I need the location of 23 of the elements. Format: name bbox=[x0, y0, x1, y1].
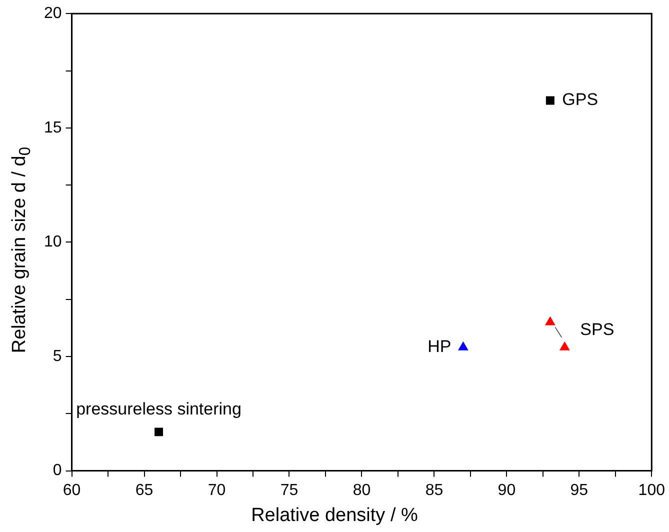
x-tick-label: 70 bbox=[208, 482, 226, 499]
x-tick-label: 80 bbox=[352, 482, 371, 499]
series-label: HP bbox=[428, 337, 452, 356]
x-tick-label: 75 bbox=[280, 482, 298, 499]
series-label: pressureless sintering bbox=[76, 400, 242, 419]
x-tick-label: 60 bbox=[62, 482, 81, 499]
x-axis-title: Relative density / % bbox=[250, 505, 419, 527]
point bbox=[544, 316, 556, 326]
y-tick-label: 10 bbox=[44, 234, 62, 251]
point bbox=[458, 341, 468, 350]
y-tick-label: 20 bbox=[44, 5, 62, 22]
x-tick-label: 85 bbox=[425, 482, 444, 499]
series-label: GPS bbox=[562, 90, 598, 110]
point bbox=[546, 96, 554, 105]
x-tick-label: 100 bbox=[638, 482, 666, 499]
x-tick-label: 95 bbox=[570, 482, 588, 499]
y-tick-label: 0 bbox=[52, 462, 62, 480]
x-tick-label: 65 bbox=[135, 482, 154, 499]
y-tick-label: 15 bbox=[44, 119, 62, 136]
series-label: SPS bbox=[580, 320, 614, 339]
y-tick-label: 5 bbox=[52, 348, 62, 365]
x-tick-label: 90 bbox=[498, 482, 516, 499]
point bbox=[559, 341, 570, 350]
